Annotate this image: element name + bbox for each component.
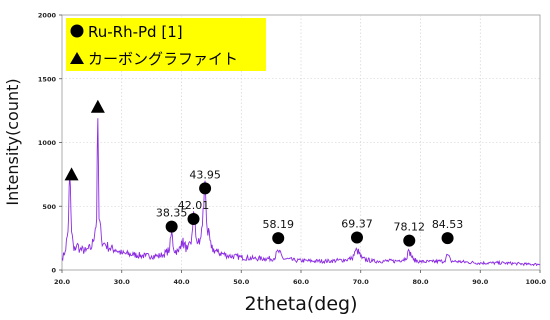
peak-label: 84.53 — [432, 218, 464, 231]
x-tick-label: 90.0 — [472, 278, 489, 286]
y-tick-label: 2000 — [38, 12, 57, 20]
legend-triangle-marker — [70, 52, 84, 64]
peak-label: 78.12 — [394, 221, 426, 234]
x-tick-label: 20.0 — [54, 278, 71, 286]
peak-circle-marker — [441, 232, 454, 245]
spectrum-series — [61, 118, 541, 267]
legend-label-ru-rh-pd: Ru-Rh-Pd [1] — [88, 23, 183, 41]
y-tick-label: 500 — [42, 203, 56, 211]
spectrum-line — [61, 118, 541, 267]
peak-circle-marker — [187, 213, 200, 225]
peak-circle-marker — [272, 232, 285, 245]
peak-label: 42.01 — [178, 199, 210, 212]
peak-circle-marker — [199, 182, 212, 195]
x-tick-label: 100.0 — [525, 278, 546, 286]
legend: Ru-Rh-Pd [1] カーボングラファイト — [66, 18, 266, 71]
legend-box — [66, 18, 266, 71]
peak-label: 69.37 — [341, 217, 373, 230]
legend-circle-marker — [70, 24, 84, 38]
peak-circle-marker — [403, 234, 416, 247]
peak-triangle-marker — [90, 99, 105, 113]
peak-triangle-marker — [64, 167, 79, 181]
tick-labels: 0 500 1000 1500 2000 20.0 30.0 40.0 50.0 60.0 70.0… — [38, 12, 547, 287]
x-axis-title: 2theta(deg) — [245, 293, 358, 315]
x-tick-label: 70.0 — [353, 278, 370, 286]
y-tick-label: 0 — [51, 267, 56, 275]
x-tick-label: 50.0 — [233, 278, 250, 286]
x-tick-label: 40.0 — [173, 278, 190, 286]
peak-circle-marker — [165, 220, 178, 233]
y-tick-label: 1000 — [38, 139, 57, 147]
peak-label: 43.95 — [189, 168, 221, 181]
x-tick-label: 60.0 — [293, 278, 310, 286]
x-tick-label: 30.0 — [114, 278, 131, 286]
y-tick-label: 1500 — [38, 75, 57, 83]
peak-circle-marker — [350, 231, 363, 244]
peak-label: 58.19 — [262, 218, 294, 231]
axes — [59, 14, 541, 273]
legend-label-carbon-graphite: カーボングラファイト — [88, 50, 238, 68]
x-tick-label: 80.0 — [412, 278, 429, 286]
y-axis-title: Intensity(count) — [3, 78, 22, 205]
peak-label: 38.35 — [156, 207, 188, 220]
